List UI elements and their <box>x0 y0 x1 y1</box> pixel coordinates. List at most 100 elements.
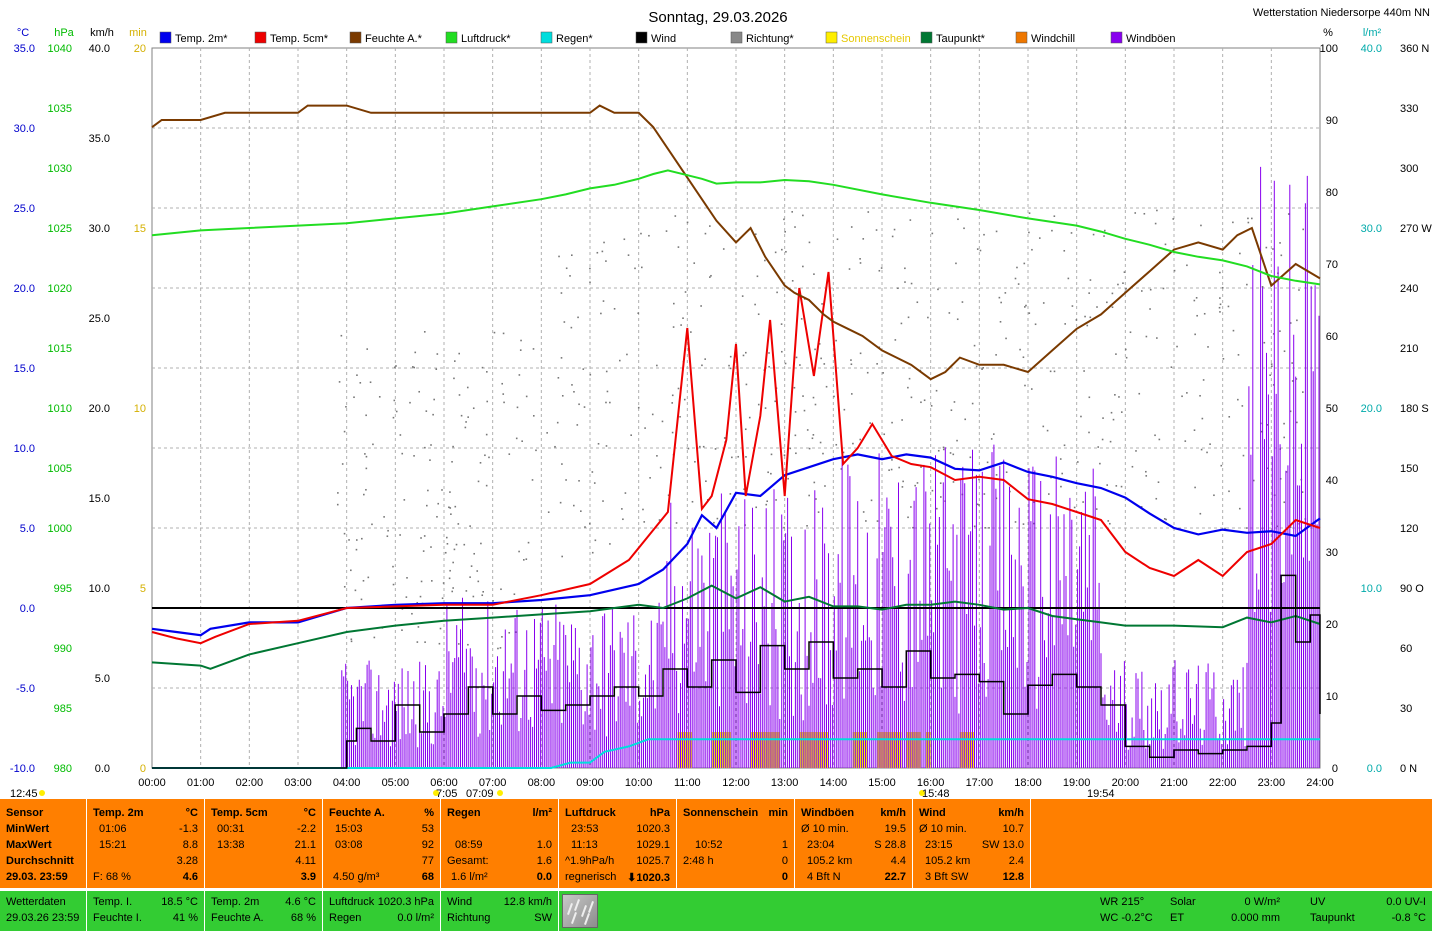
x-tick: 17:00 <box>966 777 994 789</box>
sun-marker <box>919 790 925 796</box>
regen-status: 0.0 l/m² <box>397 912 434 924</box>
direction-point <box>1266 424 1269 426</box>
direction-point <box>596 251 599 254</box>
luftdruck-status: 1020.3 hPa <box>377 896 434 908</box>
direction-point <box>862 511 865 513</box>
direction-point <box>766 500 768 503</box>
direction-point <box>1186 392 1188 394</box>
direction-point <box>728 364 730 367</box>
direction-point <box>452 445 454 448</box>
direction-point <box>369 381 372 384</box>
direction-point <box>774 251 777 254</box>
direction-point <box>430 546 432 548</box>
wind-status: 12.8 km/h <box>503 896 552 908</box>
direction-tick: 300 <box>1400 163 1418 175</box>
luftdruck-header: Luftdruck hPa <box>565 807 670 819</box>
direction-point <box>1145 470 1147 473</box>
direction-point <box>731 456 733 459</box>
direction-point <box>450 513 452 515</box>
direction-point <box>1088 396 1091 399</box>
direction-point <box>425 410 428 412</box>
chart-marks <box>39 104 1321 796</box>
direction-point <box>1246 527 1248 529</box>
direction-point <box>1096 306 1098 308</box>
direction-point <box>1195 297 1198 299</box>
direction-point <box>492 600 494 602</box>
direction-point <box>419 595 422 598</box>
rain-unit: l/m² <box>1363 27 1382 39</box>
direction-point <box>589 281 591 284</box>
luftdruck-status-label: Luftdruck <box>329 896 375 908</box>
direction-point <box>1097 446 1100 448</box>
regen-gesamt: 1.6 <box>536 855 552 867</box>
pressure-tick: 995 <box>54 583 72 595</box>
luftdruck-max-time: 11:13 <box>571 839 598 851</box>
direction-point <box>1053 215 1056 217</box>
luftdruck-forecast: regnerisch <box>565 871 617 883</box>
direction-point <box>894 339 897 341</box>
direction-point <box>513 593 516 596</box>
windboeen-bft: 4 Bft N <box>807 871 841 883</box>
direction-point <box>401 629 403 631</box>
humidity-tick: 100 <box>1320 43 1338 55</box>
direction-point <box>365 414 367 417</box>
direction-point <box>451 460 453 463</box>
direction-point <box>371 523 373 526</box>
direction-point <box>704 358 706 360</box>
direction-point <box>833 395 835 398</box>
direction-point <box>1019 348 1021 351</box>
direction-point <box>714 448 717 450</box>
direction-point <box>448 577 451 580</box>
wind-status-label: Wind <box>447 896 473 908</box>
legend-swatch <box>730 31 743 44</box>
humidity-tick: 90 <box>1326 115 1338 127</box>
direction-point <box>1106 301 1108 304</box>
direction-point <box>1135 450 1137 452</box>
richtung-status: SW <box>534 912 552 924</box>
x-tick: 19:00 <box>1063 777 1091 789</box>
direction-point <box>687 447 690 450</box>
direction-point <box>1289 322 1292 324</box>
direction-point <box>820 357 822 360</box>
temp2m-current-label: F: 68 % <box>93 871 131 883</box>
direction-point <box>992 433 995 435</box>
direction-point <box>859 352 862 355</box>
direction-point <box>1117 283 1119 286</box>
direction-point <box>898 466 900 469</box>
direction-point <box>409 401 411 404</box>
direction-point <box>353 396 355 399</box>
richtung-status-label: Richtung <box>447 912 491 924</box>
direction-point <box>557 377 560 379</box>
regen-max: 1.0 <box>536 839 552 851</box>
direction-point <box>1092 233 1095 236</box>
direction-point <box>583 406 586 408</box>
rain-tick: 30.0 <box>1361 223 1382 235</box>
direction-point <box>1232 329 1235 332</box>
direction-tick: 0 N <box>1400 763 1417 775</box>
direction-point <box>1060 485 1062 488</box>
direction-point <box>783 218 785 221</box>
direction-point <box>485 433 488 436</box>
direction-point <box>859 262 862 264</box>
temp2m-status: 4.6 °C <box>285 896 316 908</box>
time-mark-2: 7:05 <box>436 788 457 799</box>
direction-point <box>1164 243 1167 246</box>
direction-point <box>713 521 715 524</box>
direction-point <box>486 371 488 373</box>
direction-point <box>893 228 896 231</box>
direction-point <box>1209 443 1211 445</box>
legend-label: Windböen <box>1126 33 1176 45</box>
pressure-tick: 1010 <box>48 403 72 415</box>
direction-point <box>1107 520 1110 522</box>
direction-point <box>916 482 919 484</box>
direction-point <box>1111 306 1114 309</box>
x-tick: 03:00 <box>284 777 312 789</box>
status-pressure: Luftdruck 1020.3 hPa Regen 0.0 l/m² <box>323 891 441 931</box>
direction-point <box>701 364 703 367</box>
direction-point <box>433 398 435 401</box>
direction-point <box>626 353 628 356</box>
direction-point <box>413 455 415 457</box>
direction-point <box>624 492 627 494</box>
direction-point <box>700 305 702 307</box>
direction-point <box>350 569 352 572</box>
